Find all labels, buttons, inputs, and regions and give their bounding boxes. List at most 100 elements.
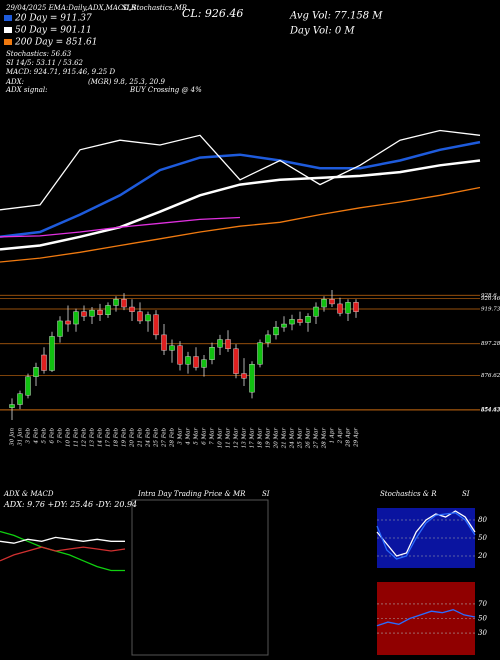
mgr-info: (MGR) 9.8, 25.3, 20.9 — [88, 78, 165, 86]
series-line — [0, 159, 481, 251]
candle-body — [57, 320, 63, 337]
x-tick-label: 20 Mar — [274, 428, 280, 450]
buy-signal: BUY Crossing @ 4% — [129, 86, 202, 94]
candle-body — [161, 334, 167, 351]
x-tick-label: 17 Mar — [250, 428, 256, 449]
candle-body — [273, 326, 279, 336]
candle-body — [81, 311, 87, 317]
candle-body — [225, 339, 231, 350]
x-tick-label: 31 Jan — [18, 428, 24, 446]
panel-title: SI — [262, 490, 270, 498]
x-tick-label: 19 Mar — [266, 428, 272, 449]
x-tick-label: 25 Mar — [298, 428, 304, 450]
x-tick-label: 19 Feb — [122, 428, 128, 448]
candle-body — [297, 319, 303, 323]
candle-body — [353, 302, 359, 312]
candle-body — [129, 306, 135, 312]
candle-body — [33, 367, 39, 377]
x-tick-label: 12 Mar — [234, 428, 240, 449]
x-tick-label: 6 Mar — [202, 428, 208, 445]
panel-title: ADX & MACD — [3, 490, 54, 498]
candle-body — [281, 323, 287, 328]
y-tick-label: 50 — [478, 534, 487, 542]
candle-body — [41, 354, 47, 371]
panel-subtitle: ADX: 9.76 +DY: 25.46 -DY: 20.94 — [3, 500, 137, 509]
candle-body — [241, 373, 247, 379]
x-tick-label: 12 Feb — [82, 428, 88, 448]
day-vol: Day Vol: 0 M — [289, 26, 355, 37]
x-tick-label: 6 Feb — [50, 428, 56, 444]
x-tick-label: 26 Mar — [306, 428, 312, 450]
x-tick-label: 13 Feb — [90, 428, 96, 448]
candle-body — [233, 348, 239, 374]
x-tick-label: 11 Mar — [226, 428, 232, 449]
panel-title: Intra Day Trading Price & MR — [137, 490, 246, 498]
x-tick-label: 18 Feb — [114, 428, 120, 448]
candle-body — [17, 393, 23, 405]
panel-subtitle: SI — [462, 490, 470, 498]
candle-body — [73, 311, 79, 325]
series-line — [376, 510, 476, 557]
candle-body — [337, 303, 343, 314]
header-info: SI,Stochastics,MR — [122, 4, 188, 12]
legend-entry: 20 Day = 911.37 — [14, 14, 92, 24]
y-tick-label: 70 — [478, 600, 487, 608]
y-tick-label: 20 — [477, 552, 487, 560]
series-line — [0, 186, 481, 263]
candle-body — [313, 306, 319, 317]
candle-body — [177, 345, 183, 365]
x-tick-label: 11 Feb — [74, 428, 80, 448]
candle-body — [305, 316, 311, 323]
x-tick-label: 30 Jan — [10, 428, 16, 446]
y-tick-label: 919.73 — [481, 306, 500, 312]
candle-body — [289, 319, 295, 325]
candle-body — [145, 314, 151, 322]
series-line — [0, 546, 126, 562]
header-info: 29/04/2025 EMA:Daily,ADX,MACD,R — [5, 4, 137, 12]
close-label: CL: 926.46 — [182, 7, 243, 20]
x-tick-label: 20 Feb — [130, 428, 136, 449]
candle-body — [209, 347, 215, 360]
series-line — [0, 536, 125, 544]
x-tick-label: 10 Mar — [218, 428, 224, 449]
y-tick-label: 897.28 — [481, 341, 500, 347]
legend-swatch — [4, 39, 12, 45]
legend-swatch — [4, 27, 12, 33]
candle-body — [329, 299, 335, 305]
series-line — [0, 129, 481, 211]
x-tick-label: 24 Feb — [146, 428, 152, 449]
series-line — [376, 609, 476, 627]
stoch-info: Stochastics: 56.63 — [6, 50, 72, 58]
panel-title: Stochastics & R — [380, 490, 437, 498]
candle-body — [49, 336, 55, 371]
y-tick-label: 928.6 — [481, 293, 497, 299]
candle-body — [265, 334, 271, 343]
x-tick-label: 29 Apr — [354, 428, 360, 448]
candle-body — [257, 342, 263, 365]
intraday-panel — [131, 499, 269, 656]
x-tick-label: 28 Apr — [346, 428, 352, 448]
y-tick-label: 80 — [478, 516, 487, 524]
adx-info: ADX: — [5, 78, 24, 86]
y-tick-label: 854.43 — [481, 408, 500, 414]
candle-body — [25, 376, 31, 396]
y-tick-label: 854.63 — [481, 407, 500, 413]
candle-body — [97, 309, 103, 315]
candle-body — [137, 311, 143, 322]
x-tick-label: 25 Feb — [154, 428, 160, 449]
series-line — [0, 140, 481, 239]
x-tick-label: 28 Feb — [170, 428, 176, 449]
candle-body — [153, 314, 159, 336]
legend-entry: 200 Day = 851.61 — [14, 38, 97, 48]
x-tick-label: 27 Feb — [162, 428, 168, 449]
x-tick-label: 4 Feb — [34, 428, 40, 445]
candle-body — [89, 309, 95, 317]
legend-swatch — [4, 15, 12, 21]
x-tick-label: 5 Feb — [42, 428, 48, 444]
candle-body — [121, 299, 127, 308]
candle-body — [249, 364, 255, 393]
si-info: SI 14/5: 53.11 / 53.62 — [6, 59, 84, 67]
candle-body — [113, 299, 119, 306]
series-line — [0, 530, 125, 572]
x-tick-label: 21 Feb — [138, 428, 144, 449]
